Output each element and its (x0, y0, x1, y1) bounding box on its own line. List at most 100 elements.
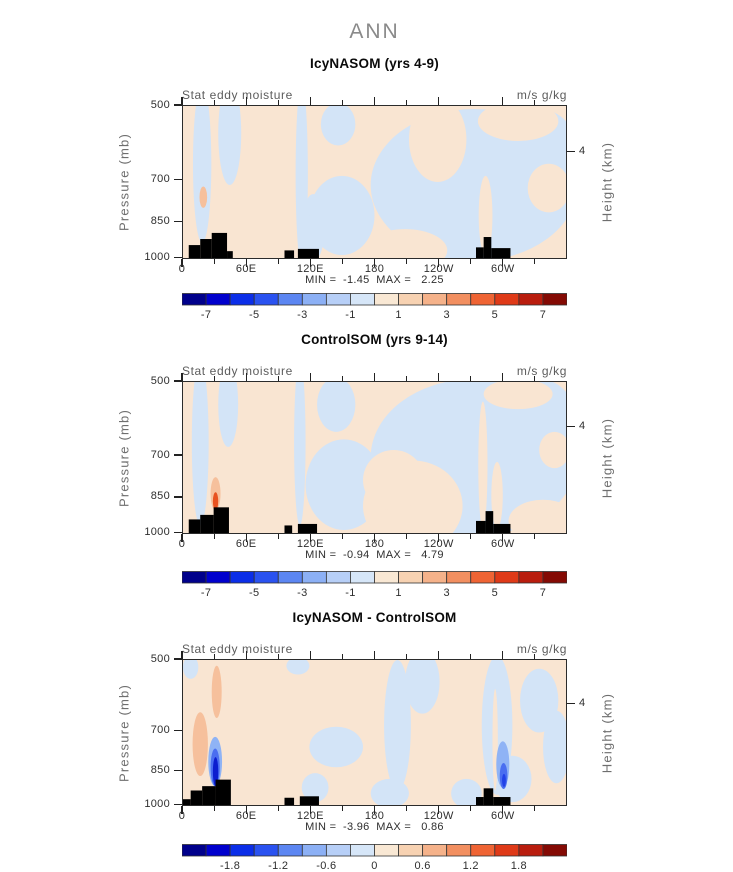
contour-region (286, 660, 310, 675)
plot-area (182, 105, 567, 259)
contour-region (309, 175, 375, 255)
axis-tick (181, 373, 183, 381)
x-tick-label: 120E (296, 810, 324, 822)
contour-region (363, 449, 425, 511)
contour-region (363, 229, 448, 258)
x-tick-label: 180 (364, 538, 385, 550)
pressure-tick-label: 1000 (144, 526, 170, 539)
field-label: Stat eddy moisture (182, 364, 293, 378)
colorbar-segment (229, 844, 255, 857)
contour-region (320, 106, 356, 146)
topography-bar (284, 525, 293, 533)
height-tick-label: 4 (579, 420, 586, 433)
colorbar-segment (446, 844, 472, 857)
axis-tick (502, 651, 504, 659)
colorbar (182, 844, 567, 857)
contour-region (218, 106, 242, 186)
topography-bar (483, 237, 492, 258)
topography-bar (183, 799, 191, 805)
colorbar-tick-label: 0 (371, 860, 378, 872)
axis-minor-tick (213, 654, 215, 659)
colorbar (182, 571, 567, 584)
axis-tick (373, 534, 376, 542)
colorbar-tick-label: 1 (395, 309, 402, 321)
axis-tick (438, 373, 440, 381)
contour-region (543, 710, 566, 784)
topography-bar (190, 790, 203, 805)
colorbar-tick-label: 7 (539, 587, 547, 599)
contour-region (317, 382, 356, 432)
pressure-tick-label: 1000 (144, 798, 170, 811)
axis-tick (181, 651, 183, 659)
axis-tick (438, 651, 440, 659)
colorbar-segment (542, 844, 567, 857)
contour-region (451, 778, 482, 805)
axis-minor-tick (406, 259, 408, 264)
pressure-tick (174, 496, 182, 498)
x-tick-label: 60W (491, 810, 515, 822)
axis-tick (181, 534, 183, 542)
topography-bar (297, 248, 319, 258)
units-label: m/s g/kg (516, 88, 567, 102)
axis-minor-tick (277, 100, 279, 105)
units-label: m/s g/kg (516, 642, 567, 656)
axis-tick (502, 806, 504, 814)
topography-bar (215, 779, 231, 805)
pressure-tick-label: 850 (150, 215, 170, 228)
contour-region (408, 106, 467, 182)
contour-region (502, 773, 506, 787)
topography-bar (485, 511, 494, 533)
field-label: Stat eddy moisture (182, 642, 293, 656)
contour-region (309, 726, 364, 768)
pressure-axis-label: Pressure (mb) (116, 683, 132, 782)
colorbar-tick-label: -0.6 (316, 860, 337, 872)
colorbar-segment (494, 844, 520, 857)
pressure-tick-label: 500 (150, 652, 170, 665)
topography-bar (284, 250, 295, 258)
axis-minor-tick (341, 806, 343, 811)
colorbar-segment (325, 844, 351, 857)
colorbar-segment (518, 844, 544, 857)
topography-bar (213, 507, 229, 533)
axis-tick (309, 651, 311, 659)
topography-bar (493, 797, 511, 805)
axis-minor-tick (213, 259, 215, 264)
axis-tick (502, 534, 504, 542)
topography-bar (188, 519, 201, 533)
pressure-tick-label: 500 (150, 98, 170, 111)
axis-minor-tick (213, 100, 215, 105)
axis-tick (438, 806, 440, 814)
colorbar-tick-label: 1 (395, 587, 402, 599)
height-tick-label: 4 (579, 696, 586, 709)
axis-minor-tick (277, 376, 279, 381)
plot-area (182, 381, 567, 534)
contour-plot-svg (183, 660, 566, 805)
x-tick-label: 60E (235, 810, 257, 822)
topography-bar (202, 786, 216, 805)
axis-tick (438, 259, 440, 267)
pressure-tick (174, 804, 182, 806)
colorbar-segment (253, 844, 279, 857)
colorbar-tick-label: -1 (345, 587, 356, 599)
colorbar-tick-label: 5 (491, 309, 499, 321)
contour-region (483, 382, 553, 410)
axis-tick (309, 534, 311, 542)
contour-region (192, 106, 212, 243)
contour-region (191, 382, 209, 526)
contour-plot-svg (188, 106, 566, 258)
axis-tick (181, 97, 183, 105)
contour-region (478, 401, 488, 529)
pressure-tick (174, 769, 182, 771)
minmax-text: MIN = -3.96 MAX = 0.86 (305, 821, 444, 833)
colorbar-tick-label: -1 (345, 309, 356, 321)
axis-minor-tick (534, 376, 536, 381)
x-tick-label: 120E (296, 263, 324, 275)
x-tick-label: 60E (235, 538, 257, 550)
pressure-tick (174, 178, 182, 181)
axis-tick (181, 259, 183, 267)
pressure-tick (174, 221, 182, 223)
x-tick-label: 120W (423, 263, 454, 275)
